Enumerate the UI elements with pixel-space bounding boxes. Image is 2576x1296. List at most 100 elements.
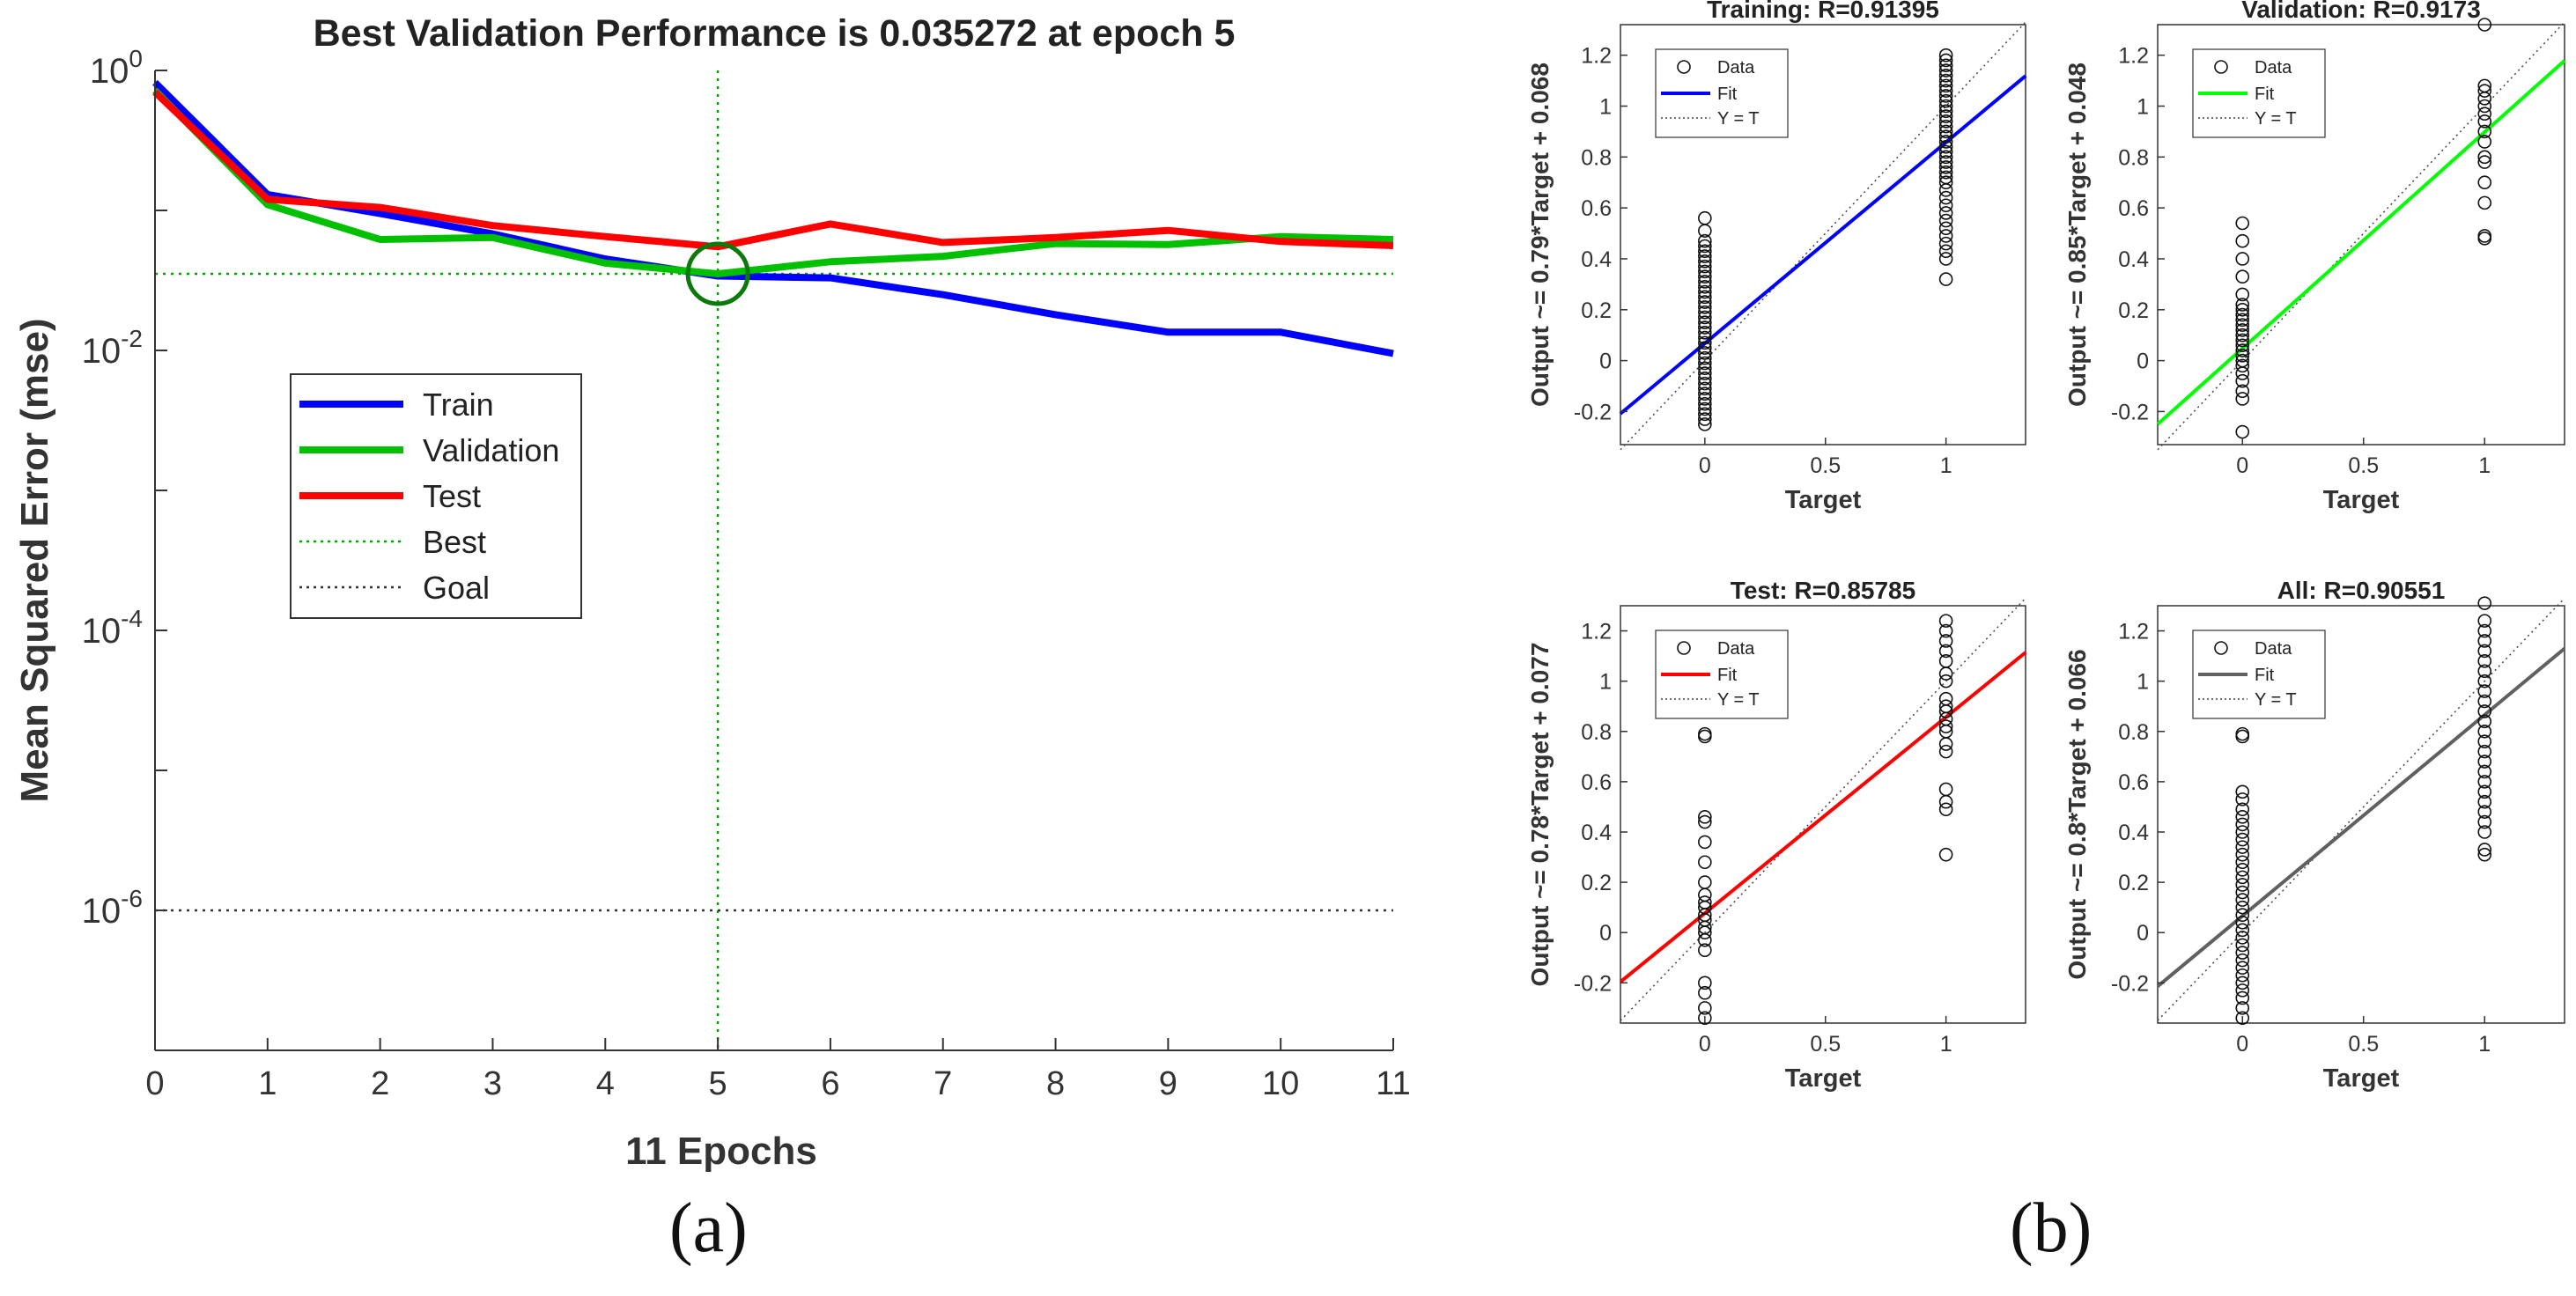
data-point <box>2235 313 2250 328</box>
fit-line <box>1619 651 2027 983</box>
data-point <box>1698 325 1712 340</box>
data-point <box>1698 985 1712 1000</box>
data-point <box>2235 961 2250 975</box>
data-point <box>2477 775 2492 789</box>
y-tick-label: 0.8 <box>1581 720 1612 745</box>
data-point <box>2235 968 2250 983</box>
data-point <box>2235 323 2250 337</box>
data-point <box>2477 99 2492 114</box>
data-point <box>1698 976 1712 990</box>
data-point <box>2235 1001 2250 1015</box>
data-point <box>1698 284 1712 299</box>
data-point <box>1938 175 1953 190</box>
x-tick-label: 0 <box>1699 453 1711 478</box>
x-tick-label: 9 <box>1159 1065 1177 1102</box>
y-tick-label: 0.4 <box>1581 247 1612 272</box>
best-marker-circle <box>685 241 750 306</box>
legend-identity-label: Y = T <box>1717 690 1760 710</box>
data-point <box>1698 279 1712 294</box>
y-tick-label: 1 <box>1599 670 1612 695</box>
data-point <box>1698 372 1712 386</box>
y-tick-label: 0 <box>2137 350 2149 374</box>
x-tick-label: 0.5 <box>1810 453 1841 478</box>
data-point <box>2235 931 2250 945</box>
data-point <box>2235 810 2250 824</box>
legend-label-validation: Validation <box>423 432 559 468</box>
x-tick-label: 8 <box>1046 1065 1065 1102</box>
y-tick-label: 0.2 <box>2118 298 2149 323</box>
data-point <box>1938 58 1953 73</box>
y-tick-label: 1 <box>1599 95 1612 120</box>
regression-legend: Data Fit Y = T <box>2192 630 2326 719</box>
data-point <box>2477 654 2492 668</box>
data-point <box>1938 272 1953 286</box>
data-point <box>2235 863 2250 877</box>
data-point <box>1938 114 1953 129</box>
data-point <box>1938 691 1953 706</box>
data-point <box>1698 895 1712 909</box>
y-tick-label: 100 <box>90 45 143 91</box>
chart-title: Best Validation Performance is 0.035272 … <box>314 12 1236 55</box>
legend-data-marker <box>2214 60 2228 74</box>
data-point <box>1938 69 1953 83</box>
data-point <box>1938 213 1953 228</box>
data-point <box>2235 726 2250 741</box>
data-point <box>2235 373 2250 388</box>
y-tick-label: 0.2 <box>1581 871 1612 895</box>
data-point <box>1698 310 1712 325</box>
x-tick-label: 7 <box>934 1065 952 1102</box>
data-point <box>1938 53 1953 68</box>
data-point <box>2235 938 2250 953</box>
regression-title: All: R=0.90551 <box>2277 577 2446 604</box>
data-point <box>2235 976 2250 990</box>
x-tick-label: 3 <box>483 1065 502 1102</box>
data-point <box>1938 129 1953 144</box>
data-point <box>2235 343 2250 357</box>
data-point <box>2477 724 2492 739</box>
fit-line <box>1619 74 2027 416</box>
x-tick-label: 1 <box>2478 1032 2491 1057</box>
data-point <box>1698 315 1712 330</box>
y-tick-label: 0.6 <box>1581 196 1612 221</box>
y-tick-label: 0.2 <box>2118 871 2149 895</box>
data-point <box>2477 847 2492 862</box>
data-point <box>2235 908 2250 923</box>
data-point <box>1938 190 1953 205</box>
y-tick-label: 0.8 <box>2118 145 2149 170</box>
data-point <box>1938 89 1953 103</box>
data-point <box>1938 847 1953 862</box>
x-tick-label: 1 <box>1940 1032 1952 1057</box>
y-tick-label: 1.2 <box>1581 44 1612 69</box>
data-point <box>1698 412 1712 426</box>
legend-data-marker <box>1677 60 1691 74</box>
data-point <box>2235 353 2250 368</box>
data-point <box>1938 221 1953 236</box>
series-line-train <box>152 79 1394 357</box>
legend-data-label: Data <box>1717 639 1755 659</box>
data-point <box>2477 135 2492 149</box>
data-point <box>1698 249 1712 263</box>
data-point <box>2477 124 2492 139</box>
y-tick-label: 0.2 <box>1581 298 1612 323</box>
data-point <box>1938 782 1953 797</box>
legend-label-test: Test <box>423 478 481 514</box>
y-axis-label: Output ~= 0.8*Target + 0.066 <box>2063 649 2091 979</box>
x-tick-label: 2 <box>371 1065 389 1102</box>
y-axis-label: Output ~= 0.79*Target + 0.068 <box>1526 63 1554 407</box>
y-tick-label: 1.2 <box>2118 44 2149 69</box>
data-point <box>2477 674 2492 688</box>
data-point <box>2477 684 2492 698</box>
data-point <box>2235 840 2250 854</box>
regression-title: Validation: R=0.9173 <box>2241 0 2481 23</box>
x-tick-label: 5 <box>709 1065 727 1102</box>
data-point <box>2235 885 2250 900</box>
y-tick-label: 0.6 <box>2118 196 2149 221</box>
regression-legend: Data Fit Y = T <box>2192 48 2326 138</box>
x-axis-label: 11 Epochs <box>625 1130 817 1173</box>
x-tick-label: 10 <box>1262 1065 1299 1102</box>
data-point <box>1938 802 1953 817</box>
data-point <box>1698 1011 1712 1026</box>
data-point <box>2235 832 2250 847</box>
data-point <box>1938 119 1953 134</box>
legend-fit-label: Fit <box>1717 666 1738 685</box>
